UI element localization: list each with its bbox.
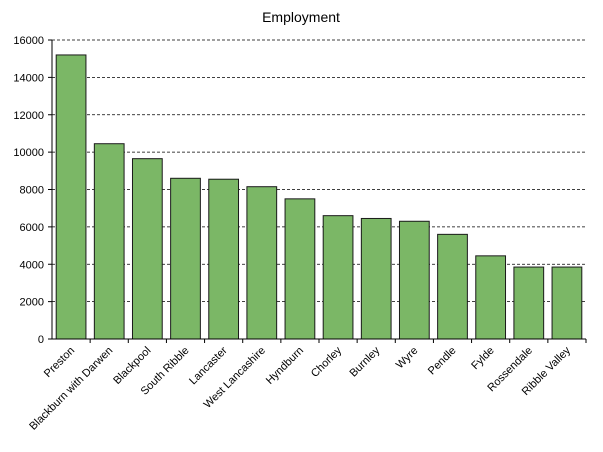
x-tick-label: Wyre [394,345,421,372]
x-tick-label: Pendle [426,345,459,378]
y-tick-label: 8000 [20,185,44,197]
bar-wyre [398,220,430,340]
bar-pendle [437,233,468,340]
bar-rossendale [513,266,545,340]
axes [48,39,587,343]
bar-blackpool [131,158,163,340]
bar-lancaster [208,178,240,340]
y-tick-label: 2000 [20,297,44,309]
bar-chorley [322,215,354,340]
bar-ribble-valley [551,266,583,340]
bar-blackburn-with-darwen [93,143,125,340]
bar-south-ribble [170,177,201,340]
bars [55,54,583,340]
bar-fylde [475,255,507,340]
x-tick-label: Chorley [309,344,345,380]
y-tick-label: 0 [38,334,44,346]
y-tick-labels: 0 2000 4000 6000 8000 10000 12000 14000 16000 [13,35,44,346]
bar-preston [55,54,87,340]
y-tick-label: 16000 [13,35,44,47]
x-tick-label: Fylde [469,345,497,373]
x-tick-label: Preston [42,345,77,380]
chart-title: Employment [262,9,340,25]
y-tick-label: 10000 [13,147,44,159]
x-tick-label: Burnley [347,344,382,379]
y-tick-label: 4000 [20,259,44,271]
y-tick-label: 12000 [13,110,44,122]
bar-hyndburn [284,198,316,340]
bar-burnley [360,217,392,340]
bar-west-lancashire [246,186,278,340]
y-tick-label: 14000 [13,72,44,84]
x-tick-label: Hyndburn [264,345,306,387]
y-tick-label: 6000 [20,222,44,234]
